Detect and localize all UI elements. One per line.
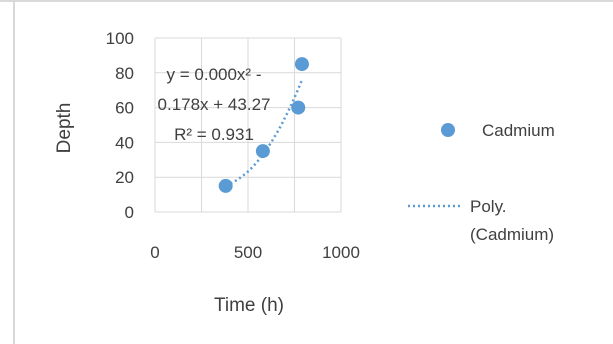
x-tick-label: 0 xyxy=(150,243,159,262)
data-point xyxy=(291,100,306,115)
data-point xyxy=(255,144,270,159)
frame-left-border xyxy=(13,0,15,344)
y-tick-label: 40 xyxy=(115,133,134,152)
x-tick-labels: 0 500 1000 xyxy=(150,243,360,262)
trendline-equation-line-1: y = 0.000x² - xyxy=(167,65,262,84)
x-tick-label: 500 xyxy=(234,243,262,262)
x-tick-label: 1000 xyxy=(322,243,360,262)
gridlines xyxy=(154,37,342,213)
y-tick-label: 100 xyxy=(106,29,134,48)
legend-label-trendline-line-1: Poly. xyxy=(470,197,507,216)
x-axis-title: Time (h) xyxy=(214,295,284,316)
y-tick-label: 20 xyxy=(115,168,134,187)
legend: Cadmium Poly. (Cadmium) xyxy=(408,121,555,244)
legend-label-cadmium: Cadmium xyxy=(482,121,555,140)
y-tick-label: 0 xyxy=(125,203,134,222)
trendline-r-squared: R² = 0.931 xyxy=(174,125,254,144)
data-points xyxy=(218,57,309,193)
legend-marker-cadmium xyxy=(441,123,455,137)
data-point xyxy=(218,178,233,193)
trendline-equation-line-2: 0.178x + 43.27 xyxy=(158,95,271,114)
y-tick-labels: 0 20 40 60 80 100 xyxy=(106,29,134,222)
data-point xyxy=(294,57,309,72)
frame-top-border xyxy=(0,0,613,2)
y-tick-label: 80 xyxy=(115,64,134,83)
legend-label-trendline-line-2: (Cadmium) xyxy=(470,225,554,244)
y-tick-label: 60 xyxy=(115,99,134,118)
y-axis-title: Depth xyxy=(54,103,75,154)
